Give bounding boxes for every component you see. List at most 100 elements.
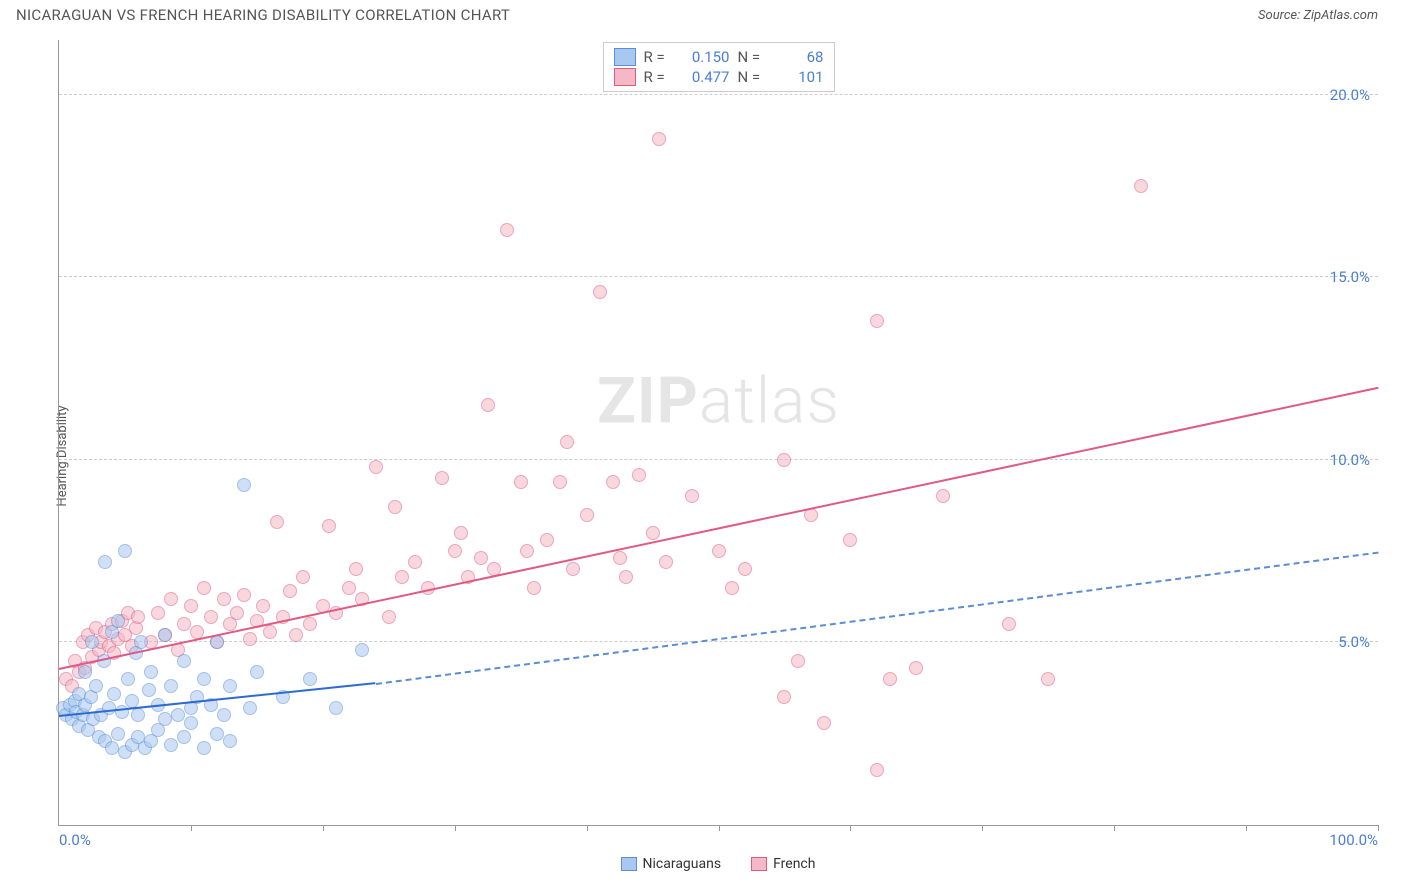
data-point-nicaraguans bbox=[250, 665, 264, 679]
r-value-nicaraguans: 0.150 bbox=[680, 48, 730, 66]
data-point-french bbox=[527, 581, 541, 595]
data-point-nicaraguans bbox=[85, 635, 99, 649]
data-point-nicaraguans bbox=[223, 734, 237, 748]
swatch-sm-nicaraguans bbox=[621, 857, 637, 871]
data-point-french bbox=[540, 533, 554, 547]
data-point-nicaraguans bbox=[158, 628, 172, 642]
swatch-sm-french bbox=[751, 857, 767, 871]
data-point-french bbox=[1134, 179, 1148, 193]
x-tick bbox=[455, 825, 456, 831]
series-legend: Nicaraguans French bbox=[58, 856, 1378, 872]
x-tick bbox=[587, 825, 588, 831]
swatch-french bbox=[614, 68, 636, 86]
data-point-french bbox=[1041, 672, 1055, 686]
data-point-nicaraguans bbox=[111, 614, 125, 628]
data-point-nicaraguans bbox=[78, 665, 92, 679]
data-point-french bbox=[791, 654, 805, 668]
data-point-nicaraguans bbox=[237, 478, 251, 492]
x-tick bbox=[323, 825, 324, 831]
data-point-nicaraguans bbox=[329, 701, 343, 715]
x-tick bbox=[982, 825, 983, 831]
data-point-french bbox=[131, 610, 145, 624]
data-point-french bbox=[454, 526, 468, 540]
data-point-nicaraguans bbox=[89, 679, 103, 693]
data-point-french bbox=[685, 489, 699, 503]
data-point-french bbox=[817, 716, 831, 730]
x-tick bbox=[1246, 825, 1247, 831]
y-tick-label: 20.0% bbox=[1330, 86, 1370, 104]
data-point-french bbox=[474, 551, 488, 565]
data-point-french bbox=[283, 584, 297, 598]
data-point-french bbox=[369, 460, 383, 474]
data-point-nicaraguans bbox=[164, 738, 178, 752]
data-point-french bbox=[197, 581, 211, 595]
data-point-nicaraguans bbox=[98, 555, 112, 569]
data-point-french bbox=[870, 763, 884, 777]
data-point-french bbox=[237, 588, 251, 602]
data-point-nicaraguans bbox=[355, 643, 369, 657]
data-point-nicaraguans bbox=[142, 683, 156, 697]
data-point-nicaraguans bbox=[177, 654, 191, 668]
data-point-nicaraguans bbox=[210, 635, 224, 649]
y-tick-label: 5.0% bbox=[1338, 633, 1370, 651]
data-point-french bbox=[388, 500, 402, 514]
data-point-french bbox=[230, 606, 244, 620]
data-point-french bbox=[619, 570, 633, 584]
n-value-nicaraguans: 68 bbox=[774, 48, 824, 66]
data-point-french bbox=[1002, 617, 1016, 631]
data-point-nicaraguans bbox=[111, 727, 125, 741]
data-point-french bbox=[177, 617, 191, 631]
x-tick bbox=[850, 825, 851, 831]
correlation-legend: R = 0.150 N = 68 R = 0.477 N = 101 bbox=[603, 42, 835, 92]
n-value-french: 101 bbox=[774, 68, 824, 86]
data-point-nicaraguans bbox=[197, 741, 211, 755]
data-point-french bbox=[646, 526, 660, 540]
data-point-french bbox=[349, 562, 363, 576]
swatch-nicaraguans bbox=[614, 48, 636, 66]
data-point-french bbox=[725, 581, 739, 595]
data-point-french bbox=[553, 475, 567, 489]
gridline bbox=[59, 641, 1378, 642]
data-point-nicaraguans bbox=[243, 701, 257, 715]
data-point-french bbox=[243, 632, 257, 646]
data-point-french bbox=[777, 453, 791, 467]
x-max-label: 100.0% bbox=[1329, 831, 1378, 849]
data-point-nicaraguans bbox=[223, 679, 237, 693]
data-point-french bbox=[382, 610, 396, 624]
legend-row-nicaraguans: R = 0.150 N = 68 bbox=[614, 47, 824, 67]
data-point-french bbox=[303, 617, 317, 631]
data-point-french bbox=[435, 471, 449, 485]
data-point-french bbox=[204, 610, 218, 624]
data-point-nicaraguans bbox=[144, 665, 158, 679]
data-point-french bbox=[738, 562, 752, 576]
data-point-french bbox=[322, 519, 336, 533]
data-point-french bbox=[883, 672, 897, 686]
x-tick bbox=[1378, 825, 1379, 831]
data-point-french bbox=[580, 508, 594, 522]
legend-item-french: French bbox=[751, 856, 815, 872]
data-point-french bbox=[289, 628, 303, 642]
data-point-french bbox=[936, 489, 950, 503]
chart-container: Hearing Disability R = 0.150 N = 68 R = … bbox=[16, 40, 1378, 872]
data-point-french bbox=[500, 223, 514, 237]
x-tick bbox=[719, 825, 720, 831]
data-point-nicaraguans bbox=[105, 741, 119, 755]
data-point-french bbox=[520, 544, 534, 558]
data-point-nicaraguans bbox=[118, 544, 132, 558]
data-point-nicaraguans bbox=[303, 672, 317, 686]
data-point-french bbox=[566, 562, 580, 576]
r-value-french: 0.477 bbox=[680, 68, 730, 86]
data-point-french bbox=[606, 475, 620, 489]
data-point-french bbox=[296, 570, 310, 584]
legend-item-nicaraguans: Nicaraguans bbox=[621, 856, 722, 872]
data-point-french bbox=[593, 285, 607, 299]
x-tick bbox=[1114, 825, 1115, 831]
data-point-nicaraguans bbox=[102, 701, 116, 715]
legend-row-french: R = 0.477 N = 101 bbox=[614, 67, 824, 87]
data-point-french bbox=[652, 132, 666, 146]
plot-area: R = 0.150 N = 68 R = 0.477 N = 101 ZIPat… bbox=[58, 40, 1378, 826]
data-point-french bbox=[408, 555, 422, 569]
data-point-french bbox=[870, 314, 884, 328]
x-tick bbox=[191, 825, 192, 831]
data-point-nicaraguans bbox=[217, 708, 231, 722]
